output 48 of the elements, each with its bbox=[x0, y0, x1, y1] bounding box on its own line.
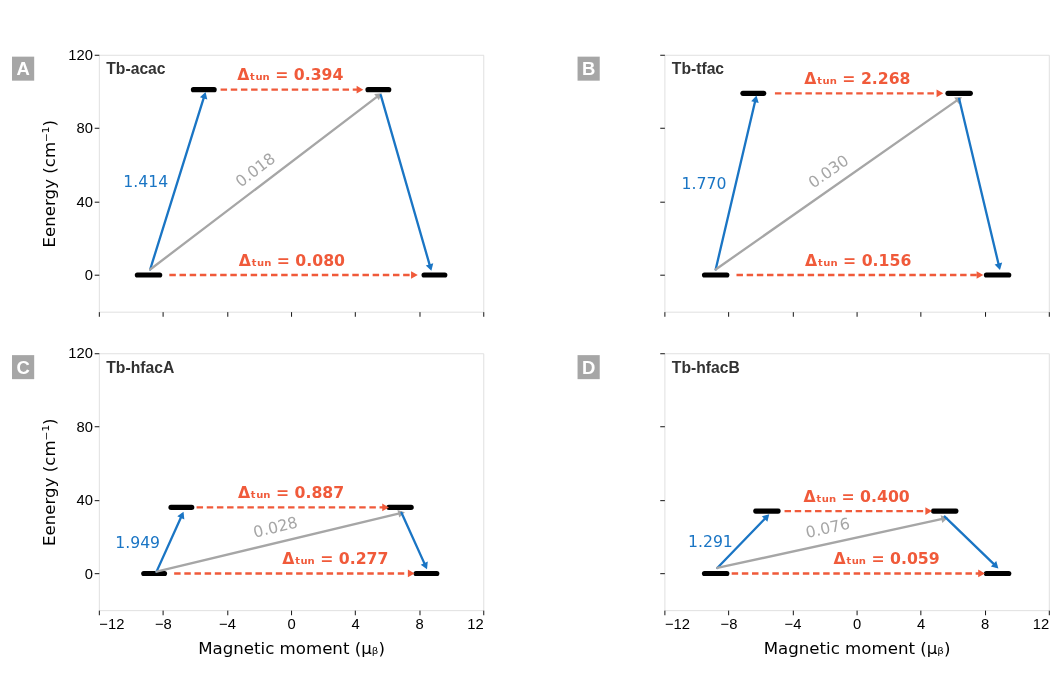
series-label: 1.949 bbox=[115, 532, 161, 552]
text: C bbox=[16, 356, 30, 378]
text: B bbox=[581, 58, 596, 80]
y-axis-title: Eenergy (cm⁻¹) bbox=[40, 418, 60, 546]
x-tick-label: −12 bbox=[99, 616, 125, 633]
y-axis-title: Eenergy (cm⁻¹) bbox=[40, 119, 60, 248]
x-tick-label: 12 bbox=[1032, 616, 1050, 633]
text: A bbox=[16, 58, 30, 80]
series-label: Δₜᵤₙ = 0.156 bbox=[805, 250, 912, 270]
y-tick-label: 120 bbox=[68, 345, 93, 362]
series-label: Δₜᵤₙ = 0.277 bbox=[282, 549, 389, 569]
x-tick-label: 0 bbox=[287, 616, 296, 633]
x-tick-label: 4 bbox=[351, 616, 360, 633]
chart-title: Tb-hfacB bbox=[671, 358, 740, 376]
series-label: Δₜᵤₙ = 0.080 bbox=[238, 250, 346, 270]
series-label: Δₜᵤₙ = 0.887 bbox=[237, 483, 345, 503]
series-label: Δₜᵤₙ = 0.394 bbox=[237, 65, 344, 85]
y-tick-label: 0 bbox=[84, 565, 93, 582]
x-axis-title: Magnetic moment (μᵦ) bbox=[198, 639, 385, 659]
x-tick-label: 12 bbox=[467, 616, 484, 633]
x-tick-label: 4 bbox=[917, 616, 926, 633]
x-axis-title: Magnetic moment (μᵦ) bbox=[763, 639, 951, 659]
text: 0.028 bbox=[251, 512, 300, 542]
y-tick-label: 0 bbox=[84, 267, 93, 284]
chart-title: Tb-hfacA bbox=[106, 358, 175, 376]
y-tick-label: 40 bbox=[76, 193, 93, 210]
y-tick-label: 80 bbox=[76, 120, 93, 137]
x-tick-label: −8 bbox=[154, 616, 172, 633]
series-label: Δₜᵤₙ = 0.059 bbox=[833, 549, 940, 569]
series-label: 1.291 bbox=[687, 531, 733, 551]
series-label: 1.770 bbox=[681, 173, 727, 193]
x-tick-label: −4 bbox=[219, 616, 236, 633]
chart-title: Tb-acac bbox=[106, 60, 166, 78]
x-tick-label: 8 bbox=[415, 616, 424, 633]
y-tick-label: 40 bbox=[76, 492, 93, 509]
x-tick-label: −12 bbox=[664, 616, 690, 633]
chart-title: Tb-tfac bbox=[671, 60, 725, 78]
y-tick-label: 80 bbox=[76, 418, 93, 435]
text: D bbox=[581, 356, 596, 378]
series-label: Δₜᵤₙ = 2.268 bbox=[804, 69, 911, 89]
text: 0.076 bbox=[803, 513, 852, 542]
series-label: 1.414 bbox=[123, 171, 169, 191]
x-tick-label: 8 bbox=[981, 616, 990, 633]
x-tick-label: −4 bbox=[784, 616, 802, 633]
x-tick-label: 0 bbox=[852, 616, 862, 633]
x-tick-label: −8 bbox=[720, 616, 738, 633]
y-tick-label: 120 bbox=[68, 46, 93, 63]
series-label: Δₜᵤₙ = 0.400 bbox=[803, 486, 910, 506]
